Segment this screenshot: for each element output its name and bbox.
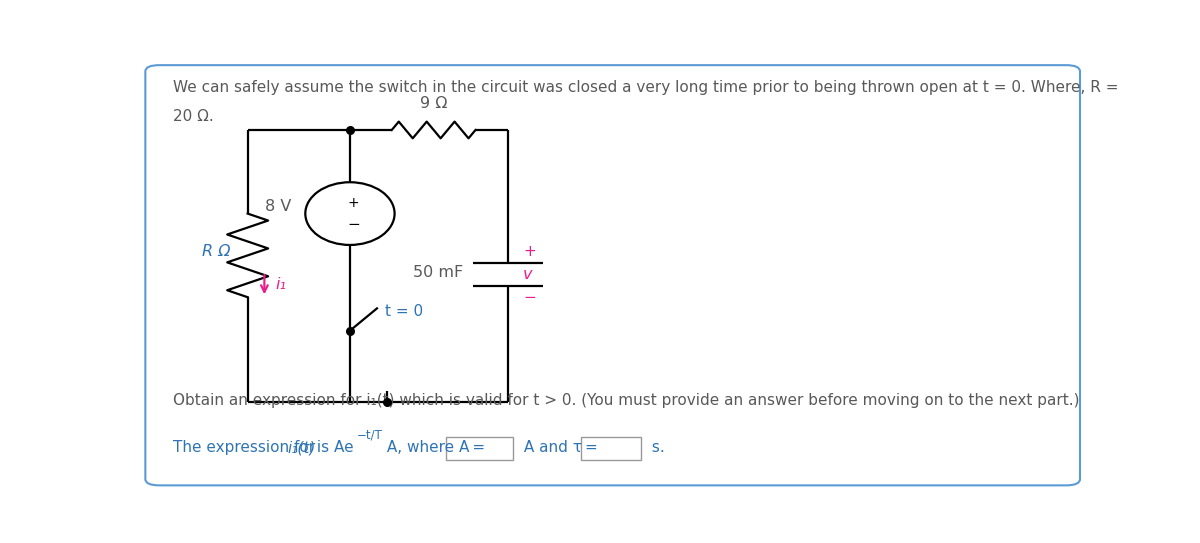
FancyBboxPatch shape	[445, 437, 512, 460]
Text: 20 Ω.: 20 Ω.	[173, 109, 214, 124]
Text: −: −	[347, 217, 360, 231]
Text: −: −	[523, 290, 535, 305]
Text: +: +	[348, 195, 360, 210]
Text: 8 V: 8 V	[265, 199, 292, 213]
Text: s.: s.	[647, 440, 665, 455]
Text: We can safely assume the switch in the circuit was closed a very long time prior: We can safely assume the switch in the c…	[173, 80, 1118, 95]
Text: t = 0: t = 0	[385, 304, 424, 319]
Text: 9 Ω: 9 Ω	[420, 96, 448, 111]
Text: i₁(t): i₁(t)	[288, 440, 316, 455]
Text: Obtain an expression for i₁(t) which is valid for t > 0. (You must provide an an: Obtain an expression for i₁(t) which is …	[173, 393, 1080, 408]
Text: is Ae: is Ae	[312, 440, 354, 455]
Text: i₁: i₁	[276, 277, 287, 292]
FancyBboxPatch shape	[145, 65, 1080, 485]
FancyBboxPatch shape	[581, 437, 641, 460]
Text: A, where A =: A, where A =	[382, 440, 487, 455]
Text: v: v	[523, 267, 533, 282]
Text: −t/T: −t/T	[356, 428, 383, 441]
Text: 50 mF: 50 mF	[413, 264, 463, 280]
Text: +: +	[523, 244, 535, 258]
Text: The expression for: The expression for	[173, 440, 320, 455]
Text: A and τ =: A and τ =	[520, 440, 601, 455]
Text: R Ω: R Ω	[203, 244, 230, 258]
